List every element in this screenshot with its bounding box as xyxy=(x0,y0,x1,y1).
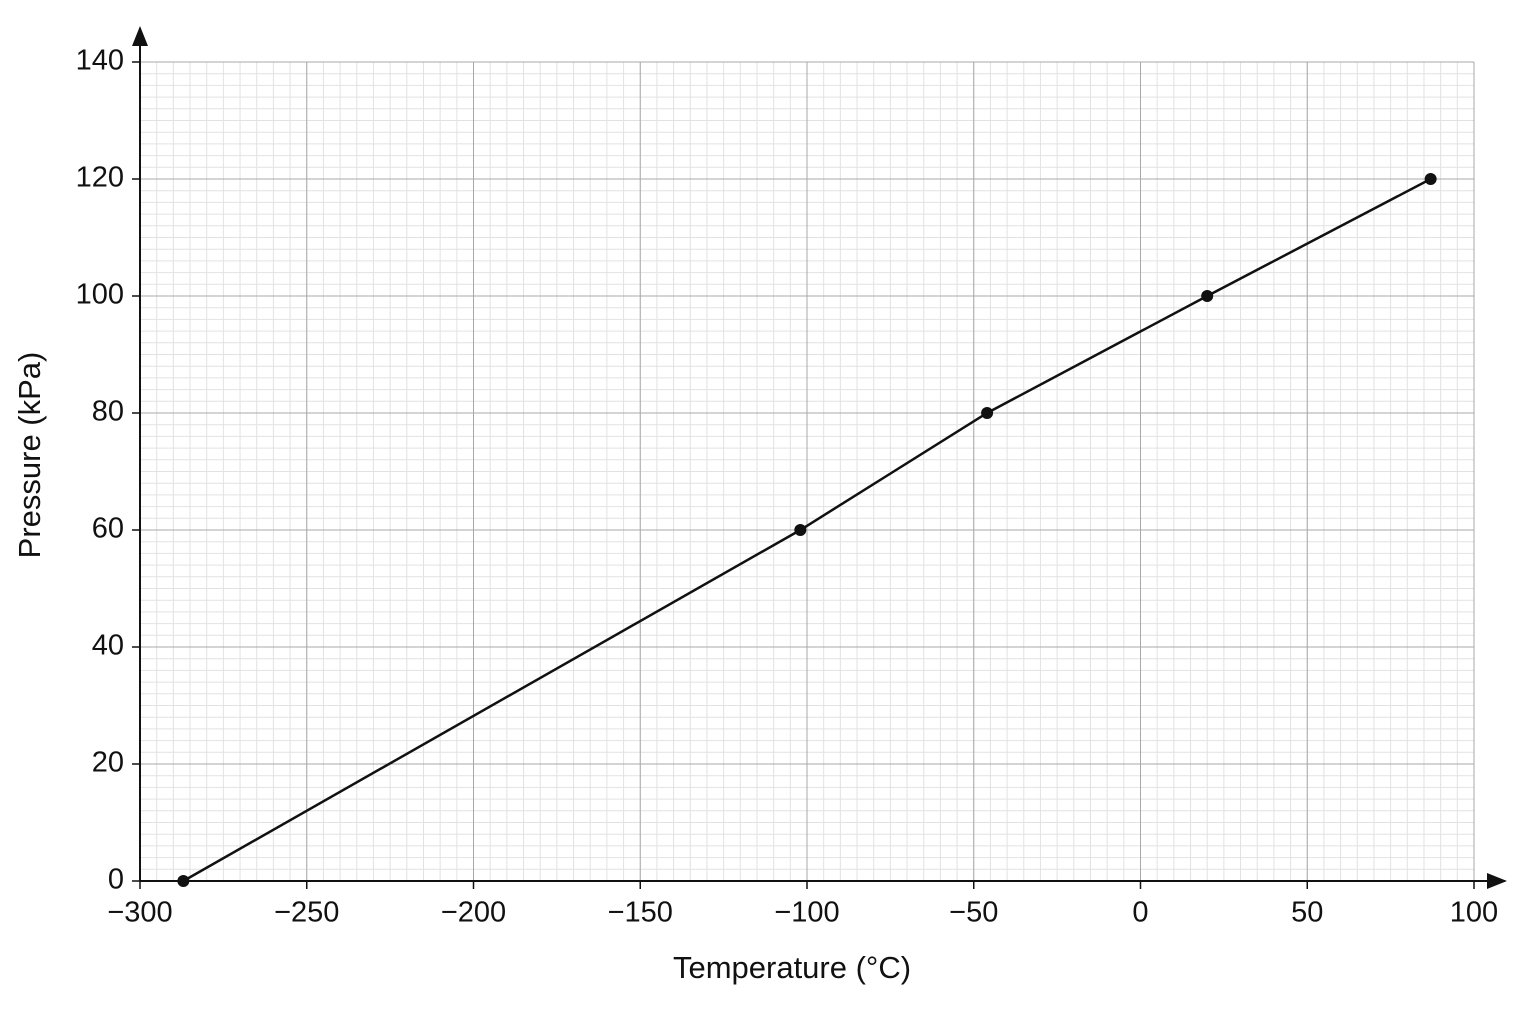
x-tick-label: −150 xyxy=(608,897,673,929)
x-axis-title: Temperature (°C) xyxy=(673,950,911,985)
plot xyxy=(177,173,1437,887)
x-tick-label: −200 xyxy=(441,897,506,929)
x-tick-label: 50 xyxy=(1291,897,1323,929)
y-tick-label: 100 xyxy=(76,279,124,311)
y-tick-label: 120 xyxy=(76,162,124,194)
x-tick-label: −300 xyxy=(107,897,172,929)
x-tick-label: 100 xyxy=(1450,897,1498,929)
y-tick-label: 40 xyxy=(92,630,124,662)
point xyxy=(981,407,994,419)
y-tick-label: 140 xyxy=(76,45,124,77)
y-axis-title: Pressure (kPa) xyxy=(12,352,47,559)
y-tick-label: 20 xyxy=(92,747,124,779)
x-tick-label: −100 xyxy=(774,897,839,929)
y-tick-label: 80 xyxy=(92,396,124,428)
point xyxy=(794,524,807,536)
y-tick-label: 0 xyxy=(108,864,124,896)
x-tick-label: 0 xyxy=(1132,897,1148,929)
x-tick-label: −250 xyxy=(274,897,339,929)
x-tick-label: −50 xyxy=(949,897,998,929)
point xyxy=(1201,290,1214,302)
grid xyxy=(139,61,1475,882)
point xyxy=(1424,173,1437,185)
y-tick-label: 60 xyxy=(92,513,124,545)
